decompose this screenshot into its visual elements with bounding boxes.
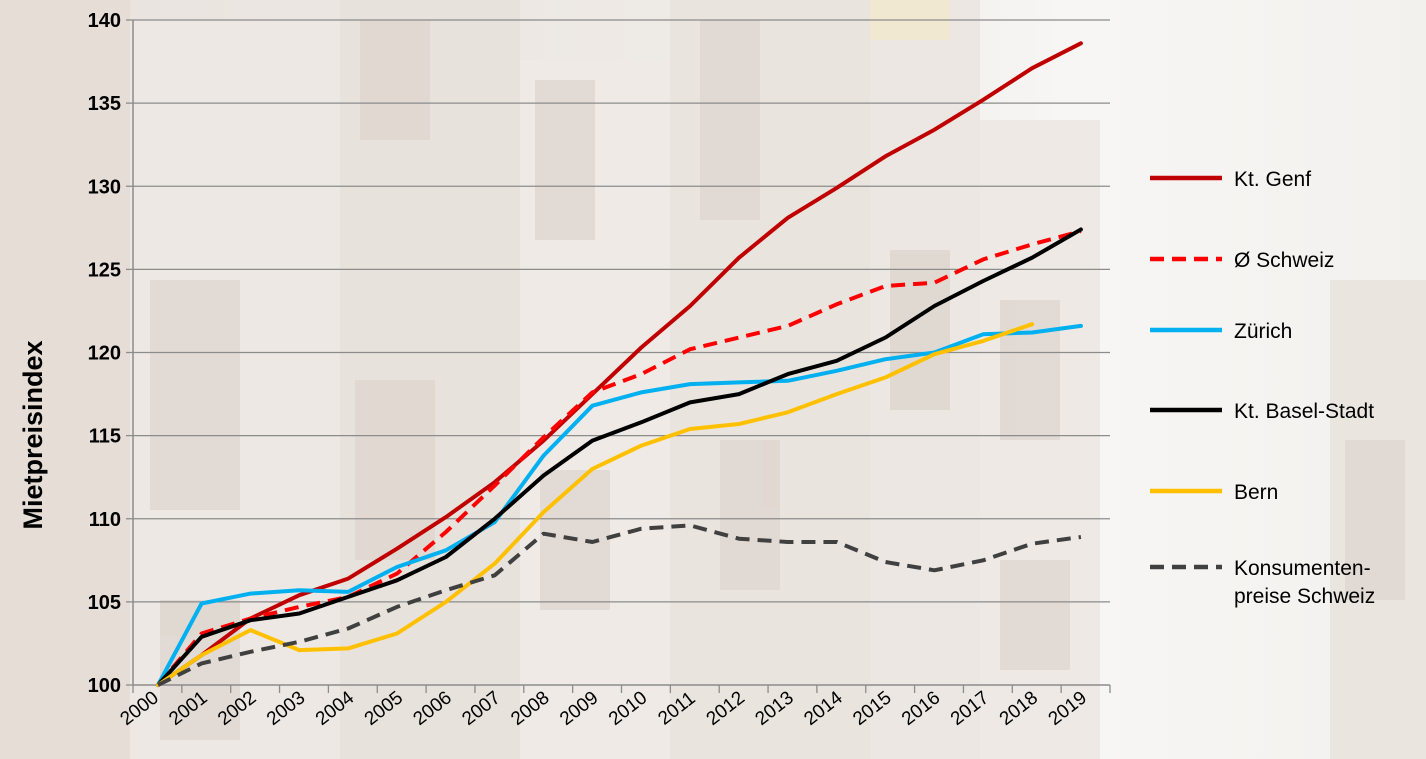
legend-label: Kt. Genf <box>1234 168 1311 191</box>
x-tick-label-2007: 2007 <box>458 687 504 730</box>
x-tick-label-2016: 2016 <box>898 687 944 730</box>
x-tick-label-2002: 2002 <box>214 687 260 730</box>
series-line-schweiz <box>156 229 1082 687</box>
legend: Kt. Genf Ø Schweiz Zürich Kt. Basel-Stadt Be… <box>1150 168 1375 608</box>
gridlines <box>133 19 1110 603</box>
x-axis-ticks: 2000 2001 2002 2003 2004 2005 2006 2007 2008 2009… <box>116 685 1111 730</box>
legend-item-kt-basel-stadt: Kt. Basel-Stadt <box>1150 400 1374 423</box>
legend-label: Bern <box>1234 481 1278 504</box>
x-tick-label-2018: 2018 <box>996 687 1042 730</box>
y-tick-label: 105 <box>88 592 121 614</box>
x-tick-label-2015: 2015 <box>849 687 895 730</box>
y-tick-label: 120 <box>88 343 121 365</box>
x-tick-label-2013: 2013 <box>752 687 798 730</box>
legend-item-konsumentenpreise-schweiz: Konsumenten-preise Schweiz <box>1150 557 1375 608</box>
legend-label: Konsumenten- <box>1234 557 1371 580</box>
x-tick-label-2001: 2001 <box>165 687 211 730</box>
x-tick-label-2017: 2017 <box>947 687 993 730</box>
x-tick-label-2008: 2008 <box>507 687 553 730</box>
x-tick-label-2000: 2000 <box>116 687 162 730</box>
series-lines <box>156 41 1083 687</box>
y-tick-label: 125 <box>88 259 121 281</box>
legend-label: Ø Schweiz <box>1234 249 1334 272</box>
series-line-z-rich <box>156 323 1083 687</box>
x-tick-label-2011: 2011 <box>654 688 699 730</box>
y-tick-label: 135 <box>88 93 121 115</box>
series-line-konsumentenpreise-schweiz <box>157 523 1082 687</box>
y-tick-label: 140 <box>88 10 121 32</box>
y-tick-label: 130 <box>88 176 121 198</box>
series-line-bern <box>156 322 1035 687</box>
legend-label: Kt. Basel-Stadt <box>1234 400 1374 423</box>
x-tick-label-2019: 2019 <box>1045 687 1091 730</box>
y-axis-ticks: 100 105 110 115 120 125 130 135 140 <box>88 10 133 697</box>
x-tick-label-2010: 2010 <box>605 687 651 730</box>
x-tick-label-2004: 2004 <box>312 687 359 730</box>
legend-item-kt-genf: Kt. Genf <box>1150 168 1311 191</box>
y-tick-label: 115 <box>89 426 121 448</box>
legend-label: preise Schweiz <box>1234 585 1375 608</box>
y-tick-label: 100 <box>88 675 121 697</box>
x-tick-label-2003: 2003 <box>263 687 309 730</box>
x-tick-label-2006: 2006 <box>410 687 456 730</box>
legend-label: Zürich <box>1234 320 1292 343</box>
legend-item-z-rich: Zürich <box>1150 320 1292 343</box>
x-tick-label-2009: 2009 <box>556 687 602 730</box>
x-tick-label-2005: 2005 <box>361 687 407 730</box>
x-tick-label-2014: 2014 <box>800 687 847 730</box>
y-tick-label: 110 <box>89 509 121 531</box>
legend-item-schweiz: Ø Schweiz <box>1150 249 1334 272</box>
x-tick-label-2012: 2012 <box>703 687 749 730</box>
legend-item-bern: Bern <box>1150 481 1278 504</box>
series-line-kt-basel-stadt <box>156 227 1083 687</box>
y-axis-title: Mietpreisindex <box>18 340 48 529</box>
